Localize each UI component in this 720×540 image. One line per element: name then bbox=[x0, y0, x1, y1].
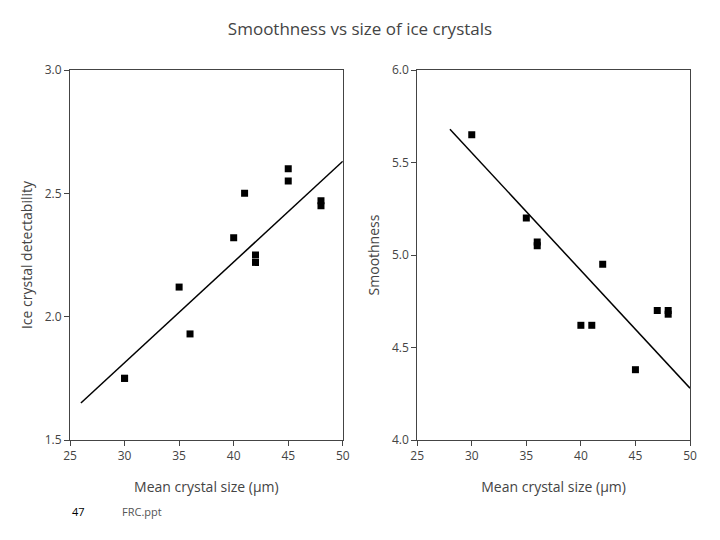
svg-text:Mean crystal size (μm): Mean crystal size (μm) bbox=[134, 477, 279, 496]
svg-text:40: 40 bbox=[227, 447, 241, 464]
svg-text:2.5: 2.5 bbox=[45, 185, 62, 202]
svg-text:5.0: 5.0 bbox=[392, 246, 409, 263]
svg-text:FRC.ppt: FRC.ppt bbox=[122, 504, 162, 519]
svg-text:35: 35 bbox=[519, 447, 533, 464]
svg-text:30: 30 bbox=[118, 447, 132, 464]
svg-text:40: 40 bbox=[574, 447, 588, 464]
svg-text:25: 25 bbox=[63, 447, 77, 464]
svg-text:47: 47 bbox=[72, 504, 85, 519]
svg-text:45: 45 bbox=[281, 447, 295, 464]
svg-text:25: 25 bbox=[410, 447, 424, 464]
svg-text:30: 30 bbox=[465, 447, 479, 464]
svg-text:50: 50 bbox=[336, 447, 350, 464]
svg-text:3.0: 3.0 bbox=[45, 61, 62, 78]
svg-text:50: 50 bbox=[683, 447, 697, 464]
svg-text:45: 45 bbox=[629, 447, 643, 464]
svg-text:1.5: 1.5 bbox=[45, 431, 62, 448]
svg-text:2.0: 2.0 bbox=[45, 308, 62, 325]
svg-text:4.0: 4.0 bbox=[392, 431, 409, 448]
svg-text:Smoothness vs size of ice crys: Smoothness vs size of ice crystals bbox=[228, 17, 492, 40]
svg-text:Smoothness: Smoothness bbox=[364, 214, 383, 295]
svg-text:5.5: 5.5 bbox=[392, 154, 409, 171]
svg-text:Ice crystal detectability: Ice crystal detectability bbox=[17, 180, 36, 329]
svg-text:6.0: 6.0 bbox=[392, 61, 409, 78]
svg-text:35: 35 bbox=[172, 447, 186, 464]
svg-text:4.5: 4.5 bbox=[392, 339, 409, 356]
svg-text:Mean crystal size (μm): Mean crystal size (μm) bbox=[481, 477, 626, 496]
